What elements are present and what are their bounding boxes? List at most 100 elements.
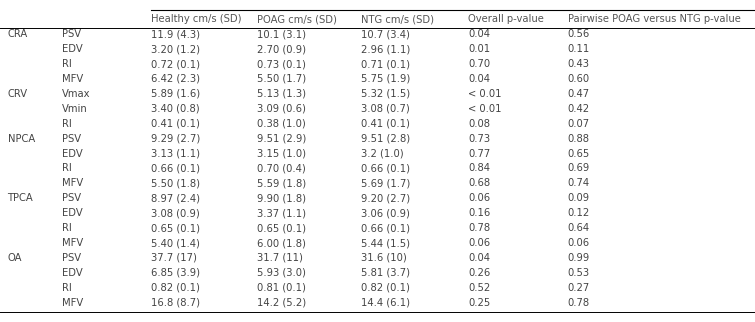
- Text: 0.07: 0.07: [568, 119, 590, 129]
- Text: 0.65 (0.1): 0.65 (0.1): [257, 223, 306, 233]
- Text: 0.99: 0.99: [568, 253, 590, 263]
- Text: POAG cm/s (SD): POAG cm/s (SD): [257, 14, 337, 24]
- Text: 9.51 (2.9): 9.51 (2.9): [257, 134, 306, 144]
- Text: RI: RI: [62, 59, 72, 69]
- Text: 0.25: 0.25: [468, 298, 490, 308]
- Text: 0.12: 0.12: [568, 208, 590, 218]
- Text: 5.32 (1.5): 5.32 (1.5): [361, 89, 410, 99]
- Text: NPCA: NPCA: [8, 134, 35, 144]
- Text: 0.65: 0.65: [568, 148, 590, 158]
- Text: 3.20 (1.2): 3.20 (1.2): [151, 44, 200, 54]
- Text: 3.08 (0.9): 3.08 (0.9): [151, 208, 200, 218]
- Text: 0.70: 0.70: [468, 59, 490, 69]
- Text: 5.13 (1.3): 5.13 (1.3): [257, 89, 306, 99]
- Text: 0.73: 0.73: [468, 134, 490, 144]
- Text: 0.81 (0.1): 0.81 (0.1): [257, 283, 306, 293]
- Text: 0.56: 0.56: [568, 29, 590, 39]
- Text: 5.50 (1.7): 5.50 (1.7): [257, 74, 306, 84]
- Text: 14.2 (5.2): 14.2 (5.2): [257, 298, 306, 308]
- Text: 5.75 (1.9): 5.75 (1.9): [361, 74, 410, 84]
- Text: 0.42: 0.42: [568, 104, 590, 114]
- Text: 0.06: 0.06: [468, 238, 490, 248]
- Text: 0.74: 0.74: [568, 178, 590, 188]
- Text: 16.8 (8.7): 16.8 (8.7): [151, 298, 200, 308]
- Text: MFV: MFV: [62, 238, 83, 248]
- Text: 10.7 (3.4): 10.7 (3.4): [361, 29, 410, 39]
- Text: 0.47: 0.47: [568, 89, 590, 99]
- Text: 0.78: 0.78: [568, 298, 590, 308]
- Text: 0.65 (0.1): 0.65 (0.1): [151, 223, 200, 233]
- Text: 0.01: 0.01: [468, 44, 490, 54]
- Text: 3.15 (1.0): 3.15 (1.0): [257, 148, 306, 158]
- Text: 5.44 (1.5): 5.44 (1.5): [361, 238, 410, 248]
- Text: RI: RI: [62, 119, 72, 129]
- Text: 0.66 (0.1): 0.66 (0.1): [361, 164, 410, 174]
- Text: 5.59 (1.8): 5.59 (1.8): [257, 178, 306, 188]
- Text: 6.00 (1.8): 6.00 (1.8): [257, 238, 306, 248]
- Text: < 0.01: < 0.01: [468, 104, 501, 114]
- Text: 0.73 (0.1): 0.73 (0.1): [257, 59, 306, 69]
- Text: 2.70 (0.9): 2.70 (0.9): [257, 44, 306, 54]
- Text: 0.06: 0.06: [568, 238, 590, 248]
- Text: 0.04: 0.04: [468, 29, 490, 39]
- Text: 0.04: 0.04: [468, 74, 490, 84]
- Text: 9.29 (2.7): 9.29 (2.7): [151, 134, 200, 144]
- Text: 14.4 (6.1): 14.4 (6.1): [361, 298, 410, 308]
- Text: 31.6 (10): 31.6 (10): [361, 253, 407, 263]
- Text: 0.88: 0.88: [568, 134, 590, 144]
- Text: 0.41 (0.1): 0.41 (0.1): [361, 119, 410, 129]
- Text: 0.53: 0.53: [568, 268, 590, 278]
- Text: NTG cm/s (SD): NTG cm/s (SD): [361, 14, 434, 24]
- Text: 6.42 (2.3): 6.42 (2.3): [151, 74, 200, 84]
- Text: 9.90 (1.8): 9.90 (1.8): [257, 193, 306, 203]
- Text: 0.16: 0.16: [468, 208, 490, 218]
- Text: 10.1 (3.1): 10.1 (3.1): [257, 29, 306, 39]
- Text: 3.08 (0.7): 3.08 (0.7): [361, 104, 410, 114]
- Text: Overall p-value: Overall p-value: [468, 14, 544, 24]
- Text: 0.69: 0.69: [568, 164, 590, 174]
- Text: PSV: PSV: [62, 29, 81, 39]
- Text: PSV: PSV: [62, 134, 81, 144]
- Text: 3.13 (1.1): 3.13 (1.1): [151, 148, 200, 158]
- Text: 0.08: 0.08: [468, 119, 490, 129]
- Text: 9.20 (2.7): 9.20 (2.7): [361, 193, 410, 203]
- Text: MFV: MFV: [62, 178, 83, 188]
- Text: RI: RI: [62, 223, 72, 233]
- Text: RI: RI: [62, 283, 72, 293]
- Text: 9.51 (2.8): 9.51 (2.8): [361, 134, 410, 144]
- Text: 0.82 (0.1): 0.82 (0.1): [361, 283, 410, 293]
- Text: 0.82 (0.1): 0.82 (0.1): [151, 283, 200, 293]
- Text: 8.97 (2.4): 8.97 (2.4): [151, 193, 200, 203]
- Text: 5.40 (1.4): 5.40 (1.4): [151, 238, 200, 248]
- Text: 0.78: 0.78: [468, 223, 490, 233]
- Text: CRA: CRA: [8, 29, 28, 39]
- Text: PSV: PSV: [62, 253, 81, 263]
- Text: 5.50 (1.8): 5.50 (1.8): [151, 178, 200, 188]
- Text: 0.68: 0.68: [468, 178, 490, 188]
- Text: 11.9 (4.3): 11.9 (4.3): [151, 29, 200, 39]
- Text: 0.26: 0.26: [468, 268, 490, 278]
- Text: 37.7 (17): 37.7 (17): [151, 253, 197, 263]
- Text: CRV: CRV: [8, 89, 28, 99]
- Text: 3.37 (1.1): 3.37 (1.1): [257, 208, 306, 218]
- Text: Healthy cm/s (SD): Healthy cm/s (SD): [151, 14, 242, 24]
- Text: Vmax: Vmax: [62, 89, 91, 99]
- Text: 5.81 (3.7): 5.81 (3.7): [361, 268, 410, 278]
- Text: EDV: EDV: [62, 208, 82, 218]
- Text: 0.27: 0.27: [568, 283, 590, 293]
- Text: 31.7 (11): 31.7 (11): [257, 253, 303, 263]
- Text: RI: RI: [62, 164, 72, 174]
- Text: 3.2 (1.0): 3.2 (1.0): [361, 148, 403, 158]
- Text: TPCA: TPCA: [8, 193, 33, 203]
- Text: 0.38 (1.0): 0.38 (1.0): [257, 119, 306, 129]
- Text: 0.71 (0.1): 0.71 (0.1): [361, 59, 410, 69]
- Text: < 0.01: < 0.01: [468, 89, 501, 99]
- Text: 5.69 (1.7): 5.69 (1.7): [361, 178, 410, 188]
- Text: MFV: MFV: [62, 298, 83, 308]
- Text: 0.41 (0.1): 0.41 (0.1): [151, 119, 200, 129]
- Text: EDV: EDV: [62, 44, 82, 54]
- Text: 0.72 (0.1): 0.72 (0.1): [151, 59, 200, 69]
- Text: 0.66 (0.1): 0.66 (0.1): [361, 223, 410, 233]
- Text: 0.70 (0.4): 0.70 (0.4): [257, 164, 306, 174]
- Text: MFV: MFV: [62, 74, 83, 84]
